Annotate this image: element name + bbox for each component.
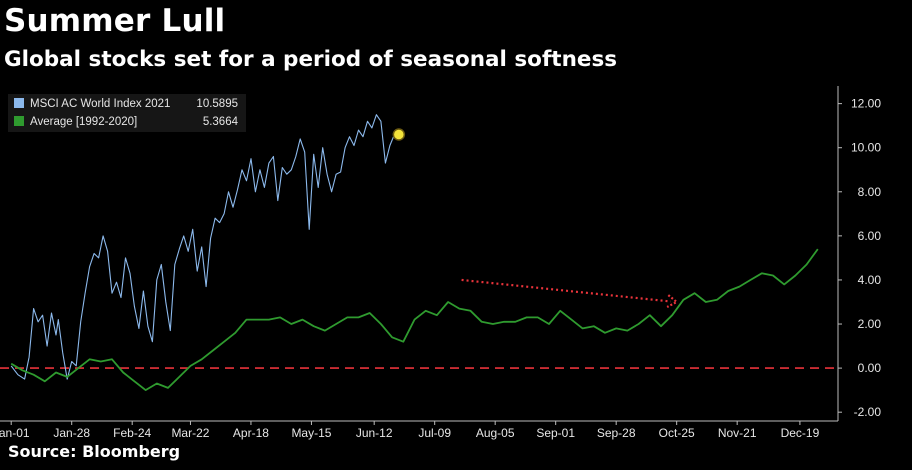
y-tick-label: 6.00: [858, 229, 882, 243]
legend-label: MSCI AC World Index 2021: [30, 98, 170, 110]
x-tick-label: Aug-05: [476, 426, 515, 440]
source-note: Source: Bloomberg: [8, 442, 181, 461]
legend-label: Average [1992-2020]: [30, 116, 137, 128]
chart-legend: MSCI AC World Index 2021 10.5895 Average […: [8, 94, 246, 132]
x-tick-label: May-15: [291, 426, 331, 440]
x-tick-label: Sep-01: [536, 426, 575, 440]
chart-subtitle: Global stocks set for a period of season…: [4, 47, 618, 72]
legend-swatch: [14, 116, 24, 126]
x-tick-label: Sep-28: [597, 426, 636, 440]
y-tick-label: 0.00: [858, 361, 882, 375]
legend-background: [8, 94, 246, 132]
x-tick-label: Jan-01: [0, 426, 30, 440]
x-tick-label: Feb-24: [113, 426, 151, 440]
trend-arrow-head: [666, 294, 679, 308]
x-tick-label: Apr-18: [233, 426, 269, 440]
trend-arrow-line: [461, 278, 671, 303]
x-tick-label: Nov-21: [718, 426, 757, 440]
latest-value-marker: [392, 128, 406, 141]
y-tick-label: 4.00: [858, 273, 882, 287]
legend-value: 10.5895: [196, 98, 238, 110]
y-tick-label: 12.00: [851, 97, 881, 111]
y-tick-label: -2.00: [854, 405, 882, 419]
x-tick-label: Mar-22: [171, 426, 209, 440]
legend-swatch: [14, 98, 24, 108]
x-tick-label: Jan-28: [53, 426, 90, 440]
y-tick-label: 8.00: [858, 185, 882, 199]
x-tick-label: Jul-09: [418, 426, 451, 440]
x-tick-label: Oct-25: [659, 426, 695, 440]
y-tick-label: 10.00: [851, 141, 881, 155]
msci-2021-line: [10, 114, 395, 380]
x-tick-label: Jun-12: [356, 426, 393, 440]
chart-title: Summer Lull: [4, 3, 226, 39]
average-line: [10, 248, 819, 392]
legend-value: 5.3664: [203, 116, 239, 128]
y-tick-label: 2.00: [858, 317, 882, 331]
x-tick-label: Dec-19: [781, 426, 820, 440]
